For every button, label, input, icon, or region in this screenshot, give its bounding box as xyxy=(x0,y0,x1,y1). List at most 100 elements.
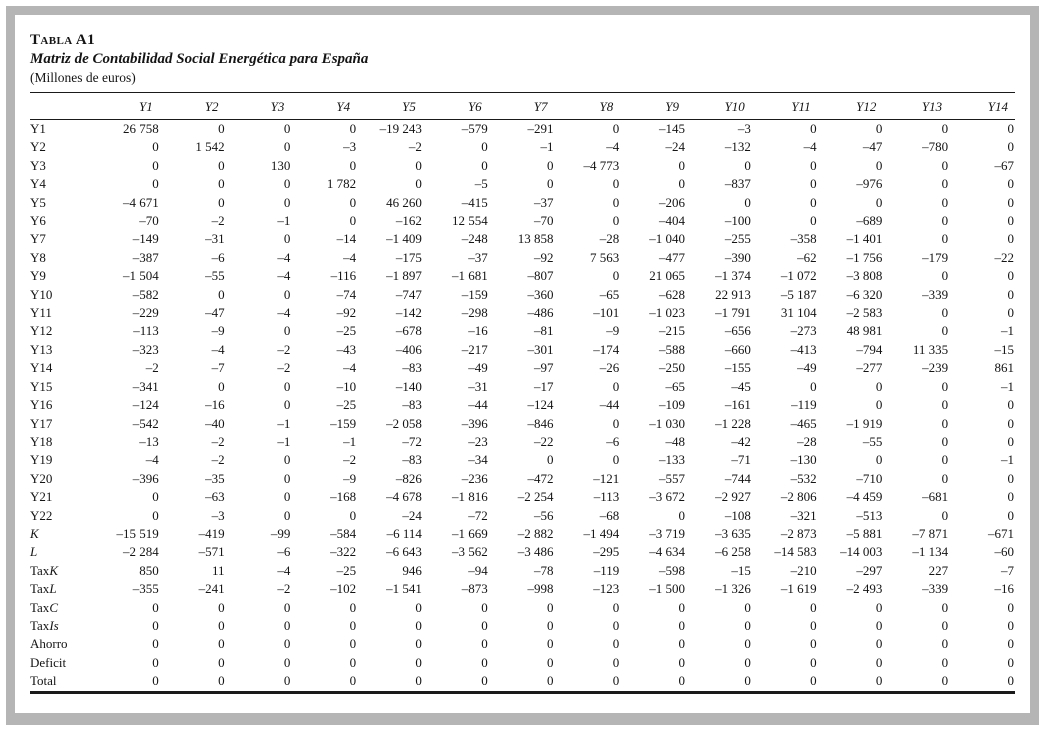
cell: –4 xyxy=(606,139,620,155)
cell: –598 xyxy=(659,562,686,578)
cell: 0 xyxy=(283,636,291,652)
cell: –142 xyxy=(395,305,422,321)
cell: –149 xyxy=(132,231,159,247)
cell: 0 xyxy=(225,672,292,694)
cell: –1 xyxy=(540,139,554,155)
cell: 0 xyxy=(283,121,291,136)
cell: –45 xyxy=(731,378,751,394)
cell: 0 xyxy=(283,470,291,486)
table-row: Y8 –387 –6 –4 –4 –175 –37 –92 7 563 –477 –390 –62 –1… xyxy=(30,249,1015,267)
cell: –3 672 xyxy=(649,489,686,505)
table-row: TaxK 850 11 –4 –25 946 –94 –78 –119 –598 –15 –210 –2… xyxy=(30,562,1015,580)
cell: –35 xyxy=(205,470,225,486)
cell: –4 773 xyxy=(583,157,620,173)
cell: –1 xyxy=(277,213,291,229)
cell: –130 xyxy=(790,452,817,468)
cell: –116 xyxy=(330,268,357,284)
cell: 0 xyxy=(1007,433,1015,449)
cell: –4 678 xyxy=(386,489,422,505)
cell: –1 134 xyxy=(912,544,949,560)
table-row: Y4 0 0 0 1 782 0 –5 0 0 0 –837 0 –976 0 0 xyxy=(30,175,1015,193)
cell: –28 xyxy=(797,433,817,449)
cell: 0 xyxy=(481,599,488,615)
cell: 0 xyxy=(620,672,687,694)
cell: 0 xyxy=(810,213,817,229)
cell: –2 xyxy=(277,581,291,597)
cell: –6 258 xyxy=(715,544,751,560)
cell: 0 xyxy=(349,599,357,615)
column-header: Y10 xyxy=(686,92,752,120)
cell: 0 xyxy=(283,286,291,302)
cell: –323 xyxy=(132,341,159,357)
page-frame: Tabla A1 Matriz de Contabilidad Social E… xyxy=(6,6,1039,725)
cell: 0 xyxy=(218,636,225,652)
cell: 0 xyxy=(283,507,291,523)
cell: –1 500 xyxy=(649,581,686,597)
cell: –16 xyxy=(994,581,1015,597)
cell: –4 xyxy=(803,139,817,155)
cell: –72 xyxy=(402,433,422,449)
cell: –1 619 xyxy=(780,581,817,597)
cell: –295 xyxy=(593,544,620,560)
cell: –341 xyxy=(132,378,159,394)
cell: –121 xyxy=(593,470,620,486)
cell: 0 xyxy=(283,617,291,633)
cell: 0 xyxy=(1007,305,1015,321)
table-row: Y10 –582 0 0 –74 –747 –159 –360 –65 –628 22 913 –5 … xyxy=(30,286,1015,304)
cell: 0 xyxy=(481,636,488,652)
cell: 0 xyxy=(152,507,159,523)
cell: –248 xyxy=(461,231,488,247)
row-label: Y22 xyxy=(30,507,53,523)
cell: 0 xyxy=(283,489,291,505)
column-header: Y1 xyxy=(94,92,160,120)
cell: –579 xyxy=(461,121,488,136)
cell: –5 881 xyxy=(846,525,883,541)
cell: 0 xyxy=(941,617,949,633)
column-header: Y12 xyxy=(817,92,884,120)
cell: 0 xyxy=(810,599,817,615)
cell: –68 xyxy=(599,507,620,523)
cell: –419 xyxy=(198,525,225,541)
cell: –2 xyxy=(277,360,291,376)
cell: 48 981 xyxy=(846,323,883,339)
cell: 0 xyxy=(349,507,357,523)
cell: –55 xyxy=(862,433,883,449)
cell: –9 xyxy=(211,323,225,339)
cell: –28 xyxy=(599,231,620,247)
cell: –1 669 xyxy=(451,525,488,541)
cell: 0 xyxy=(152,599,159,615)
cell: –162 xyxy=(395,213,422,229)
cell: –133 xyxy=(659,452,686,468)
cell: –2 xyxy=(277,341,291,357)
cell: –3 808 xyxy=(846,268,883,284)
cell: –83 xyxy=(402,452,422,468)
cell: –3 562 xyxy=(451,544,488,560)
cell: –358 xyxy=(790,231,817,247)
cell: –2 xyxy=(408,139,422,155)
cell: 0 xyxy=(612,213,620,229)
cell: 0 xyxy=(415,636,422,652)
cell: –109 xyxy=(659,397,686,413)
cell: –34 xyxy=(468,452,488,468)
cell: 0 xyxy=(218,378,225,394)
cell: –998 xyxy=(527,581,554,597)
cell: –113 xyxy=(133,323,159,339)
cell: 0 xyxy=(422,672,489,694)
cell: 0 xyxy=(810,176,817,192)
cell: –557 xyxy=(659,470,686,486)
cell: 0 xyxy=(546,599,554,615)
cell: 0 xyxy=(415,176,422,192)
row-label: Y15 xyxy=(30,378,53,394)
cell: –44 xyxy=(468,397,488,413)
cell: –239 xyxy=(922,360,949,376)
cell: –2 882 xyxy=(517,525,554,541)
cell: 0 xyxy=(875,157,883,173)
cell: 0 xyxy=(875,636,883,652)
cell: 1 542 xyxy=(195,139,225,155)
cell: –217 xyxy=(461,341,488,357)
cell: 0 xyxy=(751,672,818,694)
cell: 0 xyxy=(744,654,751,670)
cell: 0 xyxy=(159,672,226,694)
cell: 0 xyxy=(283,397,291,413)
cell: –37 xyxy=(468,249,488,265)
